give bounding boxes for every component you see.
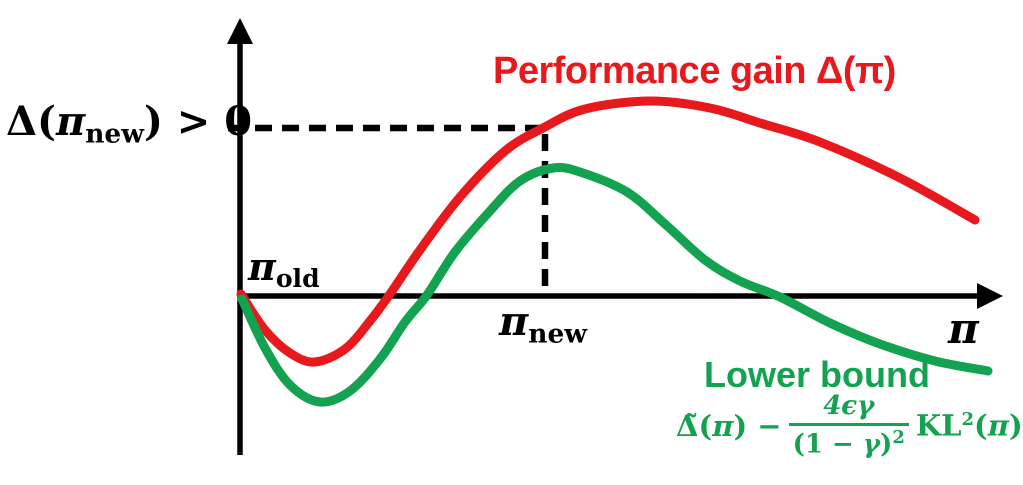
x-axis-pi-label: π xyxy=(948,304,979,353)
pi-new-base: π xyxy=(499,298,529,345)
pi-new-label: πnew xyxy=(499,302,587,348)
delta-level-label: Δ(πnew) > 0 xyxy=(6,102,252,148)
formula-den-open: (1 − xyxy=(792,429,863,460)
y-axis-arrow xyxy=(227,18,253,44)
lower-bound-label: Lower bound xyxy=(704,354,930,395)
performance-gain-curve xyxy=(236,96,980,367)
pi-old-sub: old xyxy=(275,263,320,294)
formula-lhs: Δ̃(π) − xyxy=(676,408,782,443)
formula-den-gamma: γ xyxy=(862,429,881,460)
formula-fraction: 4ϵγ (1 − γ)2 xyxy=(788,391,909,460)
delta-level-pi: π xyxy=(55,98,86,145)
pi-old-base: π xyxy=(248,244,276,289)
formula-kl-exp: 2 xyxy=(961,409,975,431)
formula-rhs: KL2(π) xyxy=(916,411,1023,441)
lower-bound-formula: Δ̃(π) − 4ϵγ (1 − γ)2 KL2(π) xyxy=(676,391,1023,460)
formula-lhs-pi: π xyxy=(712,408,734,443)
formula-lhs-close: ) − xyxy=(733,408,782,443)
performance-gain-label: Performance gain Δ(π) xyxy=(493,50,896,92)
lower-bound-curve xyxy=(237,162,993,407)
x-axis-arrow xyxy=(977,283,1003,309)
delta-level-suffix: ) > 0 xyxy=(143,98,253,145)
formula-numerator: 4ϵγ xyxy=(823,391,875,421)
formula-den-close: ) xyxy=(880,429,893,460)
formula-kl-pi: π xyxy=(987,408,1009,443)
formula-kl-close: ) xyxy=(1009,408,1023,443)
delta-level-prefix: Δ( xyxy=(6,98,56,145)
formula-denominator: (1 − γ)2 xyxy=(788,423,909,460)
formula-lhs-open: Δ̃( xyxy=(676,408,713,443)
delta-level-sub: new xyxy=(85,118,144,150)
pi-old-label: πold xyxy=(248,248,320,291)
formula-den-exp: 2 xyxy=(892,427,905,449)
formula-kl-open: ( xyxy=(974,408,988,443)
pi-new-sub: new xyxy=(528,318,587,350)
formula-kl-base: KL xyxy=(915,408,962,443)
